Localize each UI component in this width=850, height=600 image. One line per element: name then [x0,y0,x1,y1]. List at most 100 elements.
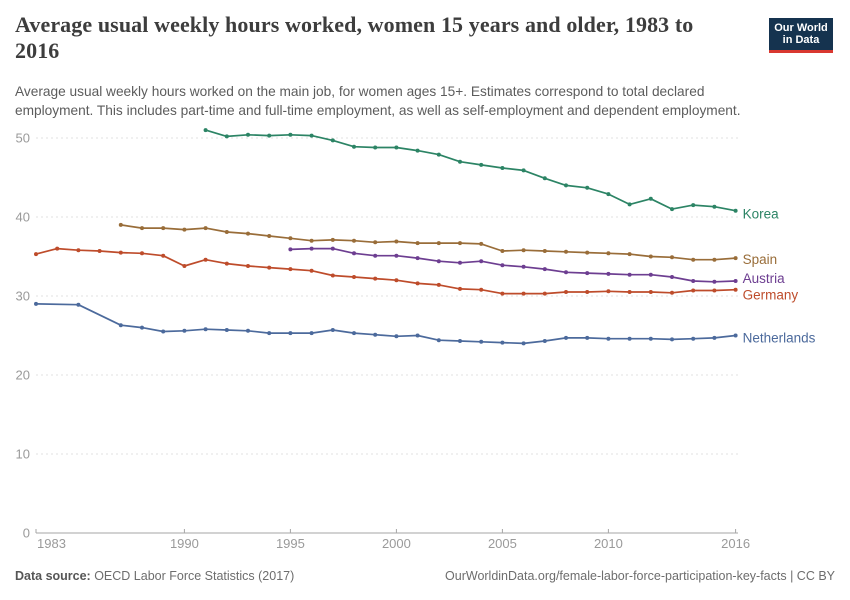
data-point-netherlands-2005[interactable] [500,340,505,345]
data-point-korea-2011[interactable] [627,202,632,207]
data-point-austria-2012[interactable] [648,272,653,277]
data-point-korea-1992[interactable] [224,134,229,139]
data-point-spain-2014[interactable] [691,257,696,262]
data-point-korea-2007[interactable] [542,176,547,181]
data-point-germany-2016[interactable] [733,287,738,292]
series-label-korea[interactable]: Korea [743,207,780,222]
series-line-korea[interactable] [204,129,737,212]
data-point-netherlands-1997[interactable] [330,328,335,332]
data-point-netherlands-2010[interactable] [606,336,611,341]
data-point-spain-2016[interactable] [733,256,738,261]
data-point-austria-1996[interactable] [309,246,314,251]
data-point-germany-1996[interactable] [309,268,314,273]
data-point-korea-2009[interactable] [585,185,590,190]
data-point-netherlands-1989[interactable] [161,329,166,334]
data-point-korea-2006[interactable] [521,168,526,173]
data-point-austria-1997[interactable] [330,246,335,251]
data-point-korea-2004[interactable] [479,162,484,167]
data-point-spain-1987[interactable] [118,222,123,227]
data-point-spain-1999[interactable] [373,240,378,245]
data-point-germany-1991[interactable] [203,257,208,262]
series-label-germany[interactable]: Germany [743,288,799,303]
data-point-spain-1988[interactable] [140,226,144,231]
data-point-austria-2014[interactable] [691,279,696,283]
data-point-spain-1994[interactable] [267,234,272,238]
data-point-austria-2003[interactable] [458,260,462,265]
data-point-germany-1990[interactable] [182,264,187,268]
data-point-austria-2010[interactable] [606,271,611,276]
data-point-netherlands-2004[interactable] [479,339,484,344]
data-point-netherlands-1996[interactable] [309,331,314,336]
data-point-korea-1999[interactable] [373,145,378,150]
data-point-netherlands-2007[interactable] [542,339,547,343]
series-line-germany[interactable] [35,247,737,295]
data-point-netherlands-2008[interactable] [564,335,568,340]
data-point-spain-1991[interactable] [203,226,208,231]
data-point-netherlands-1994[interactable] [267,331,272,336]
data-point-austria-2007[interactable] [542,267,547,272]
data-point-spain-1998[interactable] [352,238,356,243]
data-point-netherlands-2012[interactable] [648,336,653,341]
data-point-austria-2006[interactable] [521,264,526,269]
data-point-netherlands-1985[interactable] [76,302,81,307]
data-point-korea-2001[interactable] [415,148,420,153]
data-point-germany-1983[interactable] [34,252,38,257]
data-point-netherlands-2016[interactable] [733,333,738,338]
data-point-netherlands-1990[interactable] [182,328,187,333]
data-point-spain-2003[interactable] [458,241,462,246]
data-point-germany-2011[interactable] [627,290,632,294]
data-point-austria-2013[interactable] [670,275,674,279]
data-point-spain-1997[interactable] [330,237,335,242]
data-point-spain-2015[interactable] [712,257,717,262]
data-point-germany-2000[interactable] [394,278,399,283]
data-point-germany-2009[interactable] [585,290,590,294]
data-point-netherlands-1988[interactable] [140,325,144,330]
data-point-germany-1984[interactable] [55,246,60,251]
data-point-germany-1999[interactable] [373,276,378,281]
data-point-korea-2013[interactable] [670,207,674,212]
data-point-germany-1992[interactable] [224,261,229,266]
data-point-spain-2011[interactable] [627,252,632,257]
data-point-netherlands-2011[interactable] [627,336,632,341]
series-label-spain[interactable]: Spain [743,252,778,267]
data-point-netherlands-2015[interactable] [712,335,717,340]
data-point-korea-1995[interactable] [288,132,293,137]
data-point-austria-2001[interactable] [415,256,420,261]
data-point-korea-2010[interactable] [606,192,611,197]
footer-citation-link[interactable]: OurWorldinData.org/female-labor-force-pa… [445,569,835,583]
data-point-korea-2002[interactable] [436,152,441,157]
data-point-spain-2005[interactable] [500,249,505,253]
data-point-austria-2009[interactable] [585,271,590,276]
data-point-spain-1995[interactable] [288,236,293,241]
data-point-germany-2004[interactable] [479,287,484,292]
data-point-korea-1991[interactable] [203,128,208,133]
data-point-spain-1990[interactable] [182,227,187,232]
data-point-spain-2002[interactable] [436,241,441,246]
data-point-germany-1993[interactable] [246,264,250,268]
data-point-netherlands-2014[interactable] [691,336,696,341]
data-point-korea-2005[interactable] [500,166,505,170]
data-point-germany-2015[interactable] [712,288,717,293]
data-point-spain-2008[interactable] [564,249,568,254]
data-point-germany-1995[interactable] [288,267,293,272]
data-point-germany-1998[interactable] [352,275,356,279]
data-point-spain-1989[interactable] [161,226,166,231]
data-point-germany-1989[interactable] [161,253,166,258]
data-point-germany-1985[interactable] [76,248,81,253]
data-point-germany-2001[interactable] [415,281,420,286]
data-point-netherlands-1999[interactable] [373,332,378,337]
data-point-germany-2008[interactable] [564,290,568,294]
data-point-korea-1994[interactable] [267,133,272,138]
series-line-austria[interactable] [289,247,737,283]
data-point-korea-1993[interactable] [246,132,250,137]
data-point-germany-2014[interactable] [691,288,696,293]
data-point-germany-1997[interactable] [330,273,335,278]
data-point-netherlands-1987[interactable] [118,323,123,328]
data-point-spain-2012[interactable] [648,254,653,259]
data-point-austria-1995[interactable] [288,247,293,252]
data-point-germany-2006[interactable] [521,291,526,296]
data-point-germany-2002[interactable] [436,282,441,287]
data-point-austria-1998[interactable] [352,251,356,256]
data-point-netherlands-1995[interactable] [288,331,293,336]
data-point-spain-2000[interactable] [394,239,399,244]
